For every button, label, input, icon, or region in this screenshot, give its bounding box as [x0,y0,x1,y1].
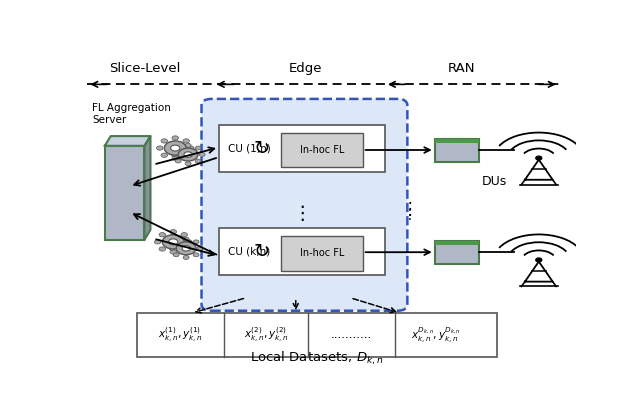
Text: RAN: RAN [448,62,476,75]
Text: ↻: ↻ [254,139,270,158]
Circle shape [193,240,199,244]
FancyBboxPatch shape [281,133,363,168]
Text: $x^{(1)}_{k,n}, y^{(1)}_{k,n}$: $x^{(1)}_{k,n}, y^{(1)}_{k,n}$ [158,326,202,344]
Circle shape [186,240,192,244]
Polygon shape [105,136,150,146]
FancyBboxPatch shape [435,241,479,264]
Circle shape [169,239,178,245]
Circle shape [171,145,180,151]
Text: ⋮: ⋮ [401,200,418,218]
FancyBboxPatch shape [435,241,479,245]
Circle shape [195,159,201,163]
Circle shape [161,153,168,158]
Text: $x^{(2)}_{k,n}, y^{(2)}_{k,n}$: $x^{(2)}_{k,n}, y^{(2)}_{k,n}$ [244,326,289,344]
Circle shape [183,237,189,241]
Text: $x^{D_{k,n}}_{k,n}, y^{D_{k,n}}_{k,n}$: $x^{D_{k,n}}_{k,n}, y^{D_{k,n}}_{k,n}$ [412,325,461,345]
Circle shape [193,253,199,257]
Circle shape [184,152,192,157]
Text: ⋮: ⋮ [403,208,417,222]
Circle shape [172,136,179,140]
Circle shape [173,253,179,257]
FancyBboxPatch shape [105,146,145,239]
Circle shape [172,156,179,160]
Text: In-hoc FL: In-hoc FL [300,249,344,258]
Text: Edge: Edge [289,62,323,75]
Circle shape [161,139,168,143]
Circle shape [159,233,166,237]
Circle shape [183,139,189,143]
Circle shape [183,153,189,158]
Circle shape [181,233,188,237]
Circle shape [154,240,161,244]
Text: CU (k,n): CU (k,n) [228,247,270,257]
Circle shape [188,146,194,150]
FancyBboxPatch shape [219,125,385,172]
Text: ↻: ↻ [254,242,270,261]
Circle shape [171,152,177,157]
Circle shape [195,146,201,150]
Circle shape [169,247,175,250]
Circle shape [159,247,166,251]
Circle shape [185,143,191,147]
Polygon shape [145,136,150,239]
Circle shape [199,152,205,157]
FancyBboxPatch shape [219,228,385,275]
Circle shape [181,247,188,251]
Text: ...........: ........... [331,328,372,341]
Text: DUs: DUs [481,175,507,188]
Text: Slice-Level: Slice-Level [109,62,180,75]
Circle shape [170,230,177,234]
FancyBboxPatch shape [435,139,479,143]
FancyBboxPatch shape [202,99,408,311]
Circle shape [536,156,542,160]
FancyBboxPatch shape [435,139,479,162]
Circle shape [178,148,198,161]
Circle shape [185,162,191,165]
Circle shape [156,146,163,150]
Circle shape [164,141,186,155]
Circle shape [176,242,196,255]
Text: In-hoc FL: In-hoc FL [300,145,344,155]
Circle shape [170,250,177,254]
Circle shape [183,255,189,260]
Text: CU (1,n): CU (1,n) [228,143,271,153]
Text: ⋮: ⋮ [292,204,312,223]
Circle shape [182,246,190,251]
Circle shape [175,159,181,163]
Text: FL Aggregation
Server: FL Aggregation Server [92,103,172,125]
Circle shape [175,146,181,150]
Text: Local Datasets, $D_{k,n}$: Local Datasets, $D_{k,n}$ [250,350,383,368]
Circle shape [163,235,184,249]
Circle shape [173,240,179,244]
Circle shape [197,247,204,250]
FancyBboxPatch shape [137,313,497,357]
FancyBboxPatch shape [281,236,363,271]
Circle shape [536,258,542,262]
